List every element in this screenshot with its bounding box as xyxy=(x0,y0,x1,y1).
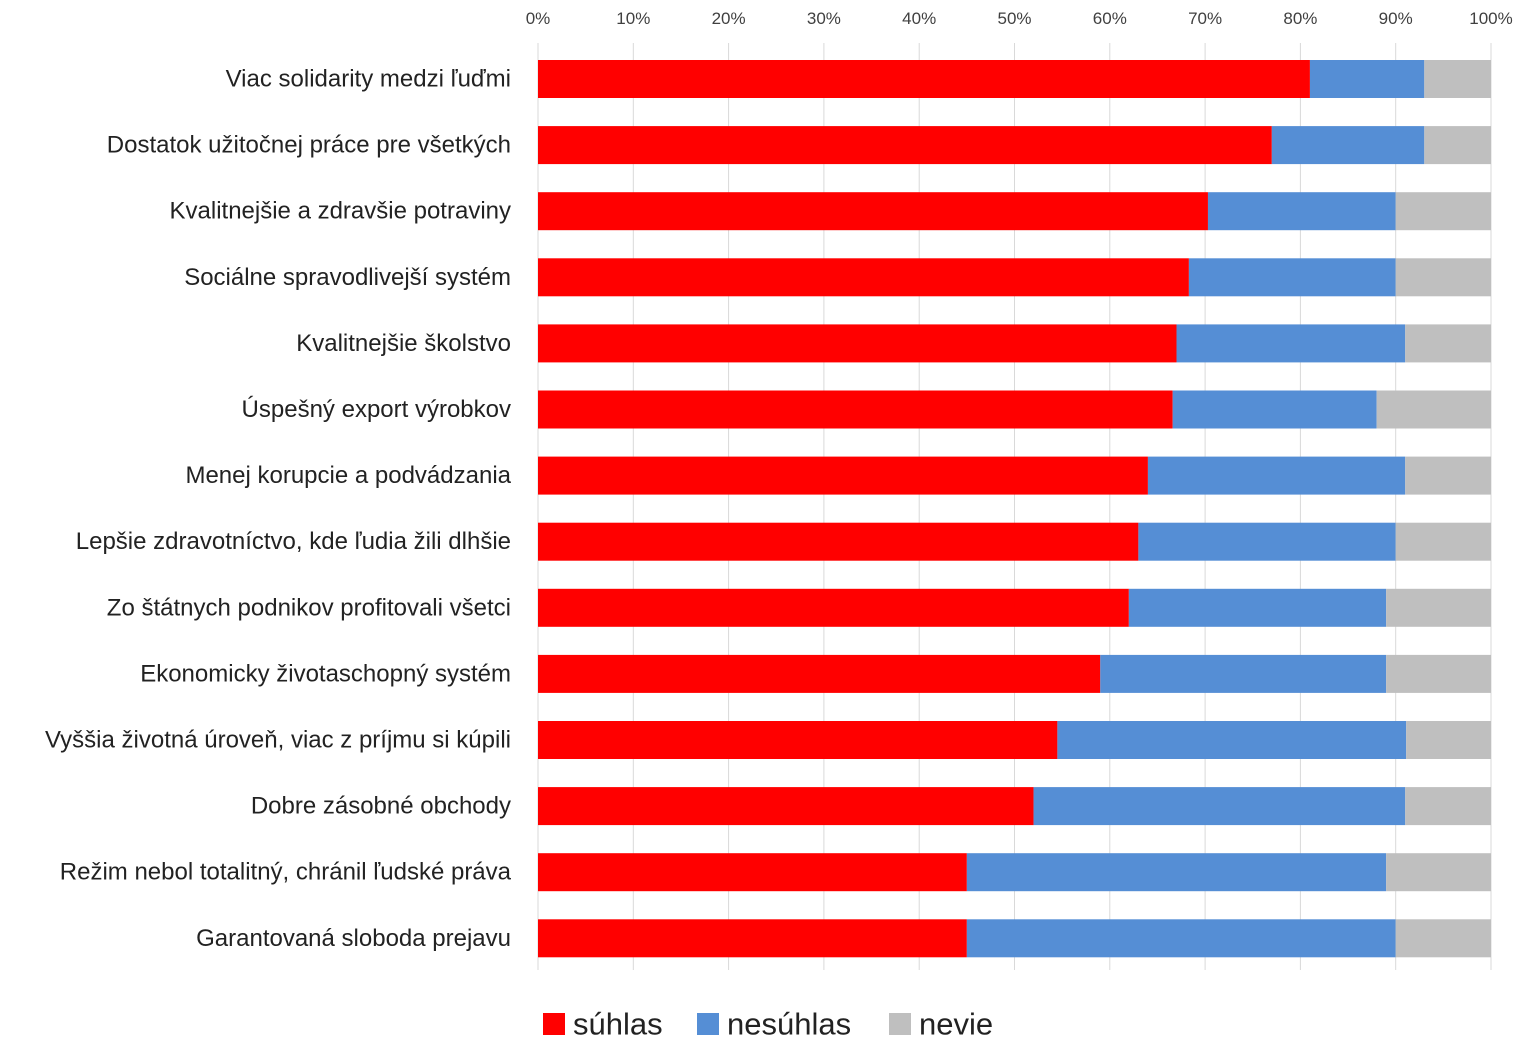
bar-segment xyxy=(1424,126,1491,165)
bar-segment xyxy=(1147,456,1406,495)
bar-segment xyxy=(538,522,1139,561)
bar-segment xyxy=(1207,192,1396,231)
legend-swatch xyxy=(697,1013,719,1035)
category-label: Kvalitnejšie a zdravšie potraviny xyxy=(170,198,512,225)
bar-segment xyxy=(538,456,1148,495)
bar-segment xyxy=(538,390,1173,429)
x-tick-label: 30% xyxy=(807,9,841,28)
bar-segment xyxy=(1406,721,1491,759)
bar-segment xyxy=(1128,588,1387,627)
bar-segment xyxy=(1395,258,1491,297)
x-tick-label: 40% xyxy=(902,9,936,28)
bar-segment xyxy=(1405,787,1491,826)
legend-label: súhlas xyxy=(573,1007,663,1038)
bar-segment xyxy=(1386,588,1491,627)
x-tick-label: 80% xyxy=(1283,9,1317,28)
bar-segment xyxy=(1188,258,1396,297)
bar-segment xyxy=(1057,721,1407,759)
x-tick-label: 10% xyxy=(616,9,650,28)
category-label: Vyššia životná úroveň, viac z príjmu si … xyxy=(45,727,511,754)
bar-segment xyxy=(538,60,1310,98)
gridlines xyxy=(537,43,1492,970)
bars xyxy=(538,60,1491,958)
category-label: Garantovaná sloboda prejavu xyxy=(196,925,511,952)
x-tick-label: 60% xyxy=(1093,9,1127,28)
category-label: Režim nebol totalitný, chránil ľudské pr… xyxy=(60,859,512,886)
bar-segment xyxy=(1386,853,1491,892)
bar-segment xyxy=(538,721,1058,759)
x-tick-label: 50% xyxy=(997,9,1031,28)
category-label: Kvalitnejšie školstvo xyxy=(296,330,511,357)
bar-segment xyxy=(1309,60,1425,98)
bar-segment xyxy=(1395,192,1491,231)
legend-swatch xyxy=(543,1013,565,1035)
bar-segment xyxy=(1033,787,1406,826)
bar-segment xyxy=(538,258,1189,297)
bar-segment xyxy=(1271,126,1425,165)
x-tick-label: 90% xyxy=(1379,9,1413,28)
bar-segment xyxy=(1405,324,1491,363)
bar-segment xyxy=(1376,390,1491,429)
bar-segment xyxy=(1138,522,1396,561)
bar-segment xyxy=(1395,919,1491,958)
legend-label: nevie xyxy=(919,1007,993,1038)
bar-segment xyxy=(1424,60,1491,98)
bar-segment xyxy=(538,787,1034,826)
bar-segment xyxy=(1176,324,1406,363)
x-tick-label: 70% xyxy=(1188,9,1222,28)
category-label: Menej korupcie a podvádzania xyxy=(185,462,511,489)
bar-segment xyxy=(538,919,967,958)
bar-segment xyxy=(538,324,1177,363)
bar-segment xyxy=(538,654,1101,693)
bar-segment xyxy=(538,126,1272,165)
x-tick-label: 0% xyxy=(526,9,551,28)
category-label: Ekonomicky životaschopný systém xyxy=(140,660,511,687)
bar-segment xyxy=(966,853,1387,892)
category-label: Lepšie zdravotníctvo, kde ľudia žili dlh… xyxy=(76,528,511,555)
bar-segment xyxy=(538,192,1208,231)
bar-segment xyxy=(966,919,1396,958)
bar-segment xyxy=(1386,654,1491,693)
category-label: Úspešný export výrobkov xyxy=(242,396,511,423)
category-label: Sociálne spravodlivejší systém xyxy=(184,264,511,291)
bar-segment xyxy=(538,853,967,892)
category-label: Dobre zásobné obchody xyxy=(251,793,511,820)
legend: súhlas nesúhlas nevie xyxy=(543,1007,993,1038)
legend-swatch xyxy=(889,1013,911,1035)
category-label: Viac solidarity medzi ľuďmi xyxy=(226,66,511,93)
x-tick-label: 100% xyxy=(1469,9,1512,28)
bar-segment xyxy=(1405,456,1491,495)
category-label: Dostatok užitočnej práce pre všetkých xyxy=(107,132,511,159)
x-tick-label: 20% xyxy=(712,9,746,28)
bar-segment xyxy=(1395,522,1491,561)
legend-label: nesúhlas xyxy=(727,1007,851,1038)
bar-segment xyxy=(1172,390,1377,429)
x-axis-ticks: 0% 10% 20% 30% 40% 50% 60% 70% 80% 90% 100% xyxy=(526,9,1513,28)
category-labels: Viac solidarity medzi ľuďmi Dostatok užit… xyxy=(45,66,512,952)
bar-segment xyxy=(1100,654,1387,693)
category-label: Zo štátnych podnikov profitovali všetci xyxy=(107,594,511,621)
bar-segment xyxy=(538,588,1129,627)
